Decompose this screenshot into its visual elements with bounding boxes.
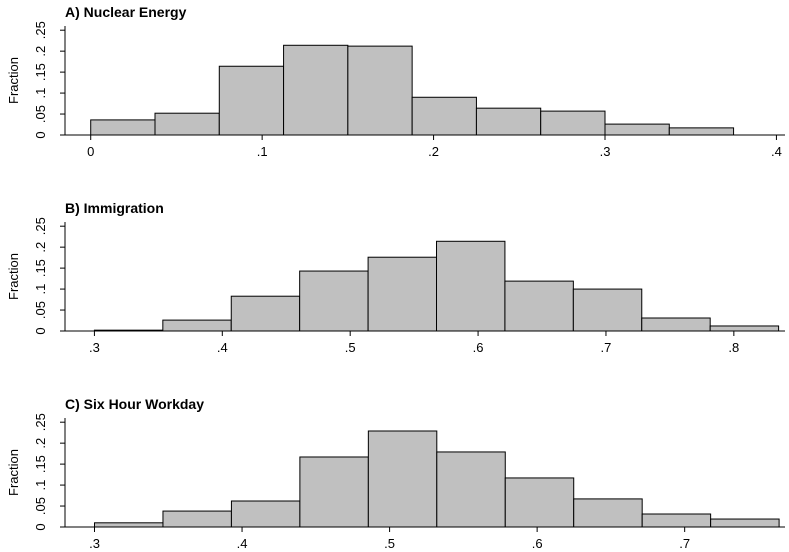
bar <box>411 96 477 136</box>
y-tick-label: .2 <box>33 438 48 449</box>
bar <box>710 518 780 528</box>
y-tick-label: .1 <box>33 284 48 295</box>
bar <box>93 329 164 332</box>
bar <box>604 123 670 136</box>
y-tick-label: .2 <box>33 242 48 253</box>
y-tick-label: .05 <box>33 301 48 319</box>
bar <box>218 65 285 136</box>
bar <box>162 319 232 332</box>
x-tick-label: .6 <box>473 340 484 355</box>
bar <box>668 127 735 136</box>
bar <box>299 270 369 332</box>
x-tick-label: .4 <box>237 536 248 551</box>
bar <box>162 510 232 528</box>
bar <box>436 240 506 332</box>
bar <box>641 317 711 332</box>
y-tick-label: 0 <box>33 327 48 334</box>
x-tick-label: .6 <box>532 536 543 551</box>
y-axis-label: Fraction <box>6 57 21 104</box>
x-tick-label: .3 <box>600 144 611 159</box>
bar <box>540 110 606 136</box>
x-tick-label: .5 <box>384 536 395 551</box>
y-tick-label: .05 <box>33 497 48 515</box>
bar <box>230 295 301 332</box>
bar <box>230 500 301 528</box>
y-tick-label: .25 <box>33 217 48 235</box>
x-tick-label: .4 <box>771 144 782 159</box>
x-tick-label: .3 <box>89 536 100 551</box>
x-tick-label: .3 <box>89 340 100 355</box>
bar <box>367 256 438 332</box>
bar <box>154 112 220 136</box>
y-tick-label: .15 <box>33 63 48 81</box>
bar <box>504 280 574 332</box>
chart-title: C) Six Hour Workday <box>65 396 204 412</box>
x-tick-label: .2 <box>428 144 439 159</box>
y-tick-label: 0 <box>33 131 48 138</box>
x-tick-label: .7 <box>601 340 612 355</box>
y-tick-label: .15 <box>33 259 48 277</box>
y-tick-label: .05 <box>33 105 48 123</box>
y-tick-label: .25 <box>33 413 48 431</box>
y-tick-label: .25 <box>33 21 48 39</box>
bar <box>504 477 575 528</box>
y-tick-label: .1 <box>33 480 48 491</box>
chart-title: A) Nuclear Energy <box>65 4 187 20</box>
x-tick-label: .1 <box>257 144 268 159</box>
y-tick-label: 0 <box>33 523 48 530</box>
chart-title: B) Immigration <box>65 200 164 216</box>
x-tick-label: .5 <box>345 340 356 355</box>
bar <box>283 44 349 136</box>
bar <box>572 288 643 332</box>
bar <box>94 522 164 528</box>
x-tick-label: .8 <box>728 340 739 355</box>
x-tick-label: .7 <box>679 536 690 551</box>
y-axis-label: Fraction <box>6 449 21 496</box>
y-axis-label: Fraction <box>6 253 21 300</box>
bar <box>573 498 643 528</box>
bar <box>641 513 712 528</box>
bar <box>709 325 780 332</box>
bar <box>90 119 156 136</box>
bar <box>299 456 369 528</box>
y-tick-label: .1 <box>33 88 48 99</box>
y-tick-label: .15 <box>33 455 48 473</box>
bar <box>475 107 542 136</box>
bar <box>367 430 438 528</box>
y-tick-label: .2 <box>33 46 48 57</box>
bar <box>347 45 413 136</box>
bar <box>436 451 506 528</box>
x-tick-label: 0 <box>87 144 94 159</box>
x-tick-label: .4 <box>217 340 228 355</box>
